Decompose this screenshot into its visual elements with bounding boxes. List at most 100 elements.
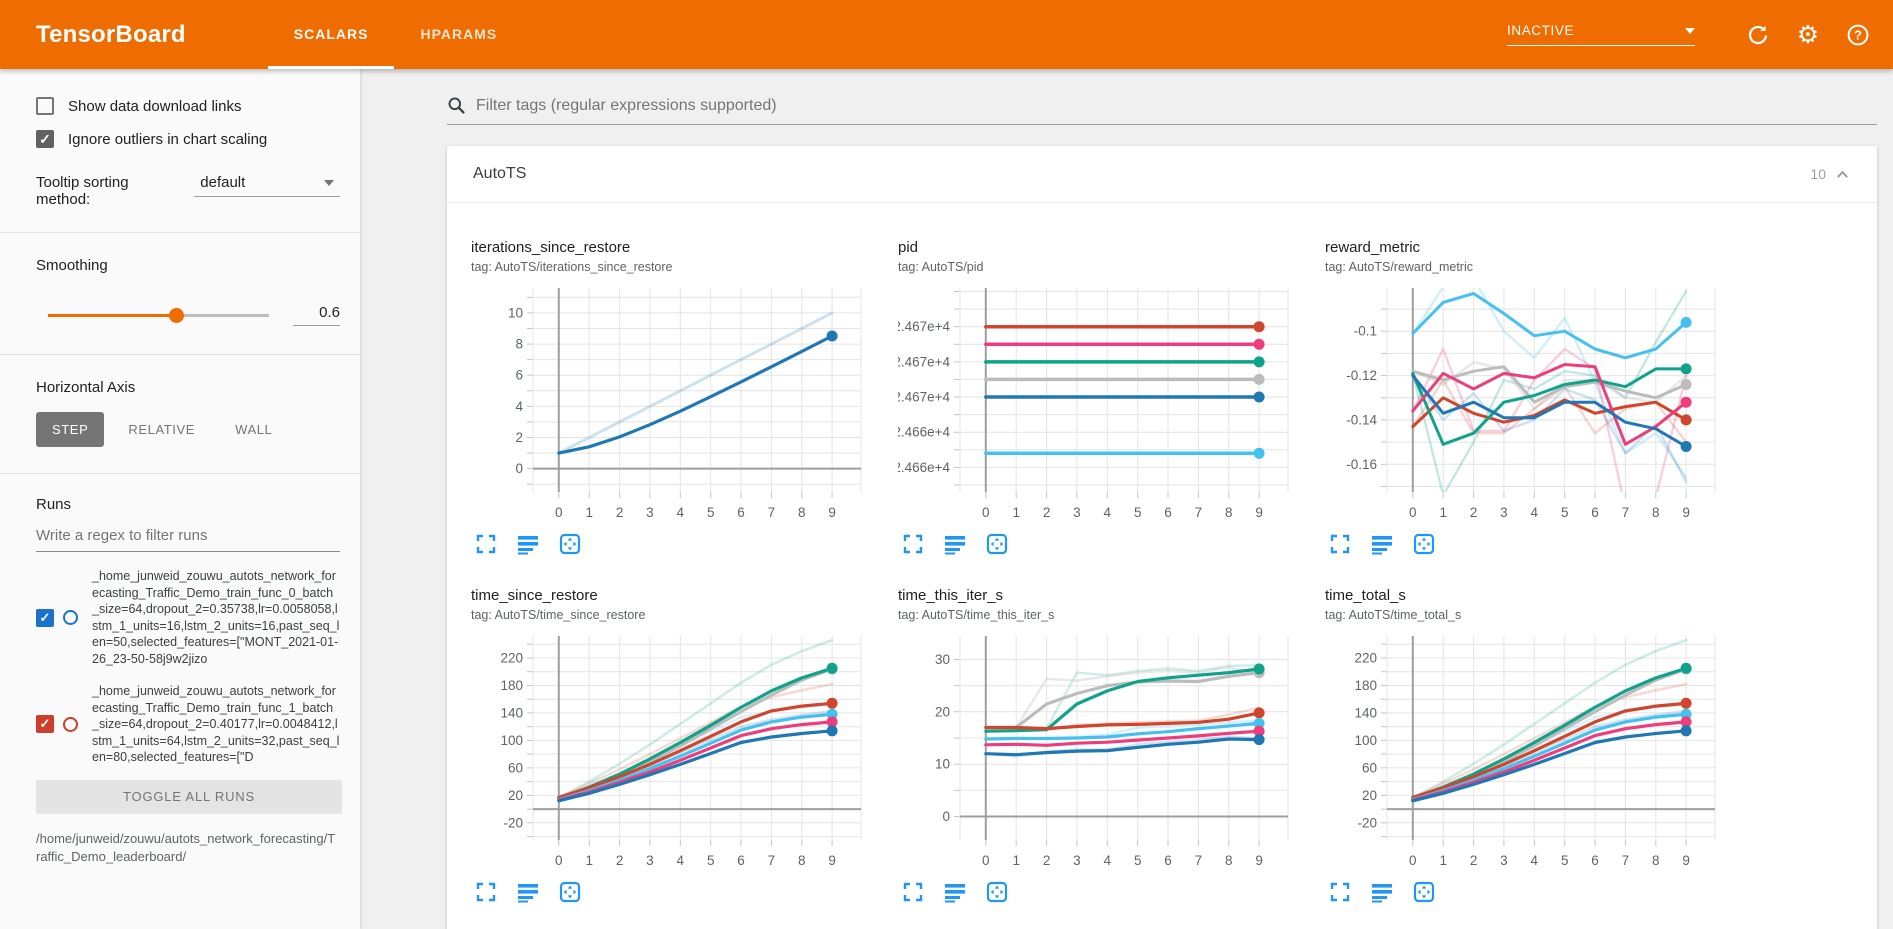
chart-canvas[interactable]: 0 1 2 3 4 5 6 7 8 9 2.467e+4 2.467e+4 2.467e+4 2.466e…	[893, 282, 1300, 531]
svg-text:30: 30	[935, 652, 950, 667]
nav-tabs: SCALARS HPARAMS	[268, 0, 523, 69]
section-header[interactable]: AutoTS 10	[447, 146, 1877, 203]
section-title: AutoTS	[473, 165, 527, 182]
chart-canvas[interactable]: 0 1 2 3 4 5 6 7 8 9 220 180 140 100 60 20 -20	[471, 630, 873, 879]
svg-text:6: 6	[1591, 505, 1599, 520]
ignore-outliers-checkbox-row[interactable]: Ignore outliers in chart scaling	[36, 130, 340, 148]
data-rows-icon	[518, 536, 538, 555]
svg-text:7: 7	[1622, 853, 1630, 868]
svg-text:-0.16: -0.16	[1346, 457, 1377, 472]
data-table-button[interactable]	[517, 881, 539, 903]
run-radio[interactable]	[63, 610, 78, 625]
svg-text:-0.1: -0.1	[1354, 324, 1377, 339]
section-collapse-control[interactable]: 10	[1810, 166, 1851, 183]
help-button[interactable]: ?	[1845, 22, 1871, 48]
smoothing-value-field[interactable]: 0.6	[293, 304, 340, 326]
svg-text:3: 3	[1073, 505, 1081, 520]
svg-text:1: 1	[1012, 505, 1020, 520]
fit-domain-button[interactable]	[1413, 533, 1435, 555]
smoothing-slider-thumb[interactable]	[169, 308, 185, 323]
chart-canvas[interactable]: 0 1 2 3 4 5 6 7 8 9 -0.1 -0.12 -0.14 -0.16	[1325, 282, 1727, 531]
svg-text:8: 8	[798, 853, 806, 868]
svg-text:0: 0	[555, 505, 563, 520]
fit-to-data-icon	[986, 533, 1008, 555]
svg-text:9: 9	[1682, 853, 1690, 868]
chart-tag: tag: AutoTS/time_since_restore	[471, 608, 646, 622]
filter-tags-placeholder: Filter tags (regular expressions support…	[476, 96, 777, 114]
svg-text:8: 8	[1652, 505, 1660, 520]
checkbox-icon[interactable]	[36, 130, 54, 148]
toggle-all-runs-button[interactable]: TOGGLE ALL RUNS	[36, 779, 342, 814]
chart-title: time_this_iter_s	[898, 587, 1004, 604]
expand-chart-button[interactable]	[475, 881, 497, 903]
data-table-button[interactable]	[517, 533, 539, 555]
fit-domain-button[interactable]	[1413, 881, 1435, 903]
tooltip-sorting-value: default	[200, 174, 246, 191]
svg-text:7: 7	[1195, 853, 1203, 868]
runs-filter-input[interactable]: Write a regex to filter runs	[36, 527, 340, 552]
fit-domain-button[interactable]	[986, 881, 1008, 903]
show-download-links-checkbox-row[interactable]: Show data download links	[36, 97, 340, 115]
checkbox-icon[interactable]	[36, 97, 54, 115]
svg-text:0: 0	[1409, 853, 1417, 868]
run-name: _home_junweid_zouwu_autots_network_forec…	[92, 569, 340, 666]
svg-text:20: 20	[508, 788, 523, 803]
settings-button[interactable]: ⚙	[1795, 22, 1821, 48]
svg-text:0: 0	[942, 809, 950, 824]
expand-chart-button[interactable]	[475, 533, 497, 555]
svg-text:2: 2	[616, 853, 624, 868]
tooltip-sorting-row: Tooltip sorting method: default	[36, 174, 340, 208]
expand-chart-button[interactable]	[1329, 881, 1351, 903]
log-directory-path: /home/junweid/zouwu/autots_network_forec…	[36, 830, 336, 864]
data-table-button[interactable]	[1371, 881, 1393, 903]
axis-option-wall[interactable]: WALL	[235, 422, 273, 437]
settings-sidebar: Show data download links Ignore outliers…	[0, 69, 360, 929]
chart-canvas[interactable]: 0 1 2 3 4 5 6 7 8 9 220 180 140 100 60 20 -20	[1325, 630, 1727, 879]
svg-text:2.467e+4: 2.467e+4	[898, 354, 950, 369]
svg-text:8: 8	[1652, 853, 1660, 868]
filter-tags-input[interactable]: Filter tags (regular expressions support…	[447, 96, 1877, 125]
data-table-button[interactable]	[944, 533, 966, 555]
runs-label: Runs	[36, 496, 72, 513]
smoothing-slider[interactable]	[48, 308, 270, 323]
chart-canvas[interactable]: 0 1 2 3 4 5 6 7 8 9 0 2 4 6 8 10	[471, 282, 873, 531]
gear-icon: ⚙	[1796, 20, 1820, 49]
expand-chart-button[interactable]	[902, 533, 924, 555]
chart-tile-iterations-since-restore: iterations_since_restore tag: AutoTS/ite…	[471, 239, 873, 555]
svg-text:5: 5	[707, 853, 715, 868]
svg-text:5: 5	[707, 505, 715, 520]
svg-text:2.467e+4: 2.467e+4	[898, 319, 950, 334]
horizontal-axis-label: Horizontal Axis	[36, 379, 136, 396]
chart-canvas[interactable]: 0 1 2 3 4 5 6 7 8 9 30 20 10 0	[898, 630, 1300, 879]
svg-text:3: 3	[1500, 505, 1508, 520]
chart-title: time_since_restore	[471, 587, 598, 604]
expand-chart-button[interactable]	[1329, 533, 1351, 555]
chart-title: reward_metric	[1325, 239, 1421, 256]
expand-chart-button[interactable]	[902, 881, 924, 903]
fit-domain-button[interactable]	[986, 533, 1008, 555]
fit-domain-button[interactable]	[559, 881, 581, 903]
tooltip-sorting-select[interactable]: default	[194, 174, 340, 197]
run-radio[interactable]	[63, 716, 78, 732]
reload-button[interactable]	[1745, 22, 1771, 48]
svg-text:4: 4	[515, 399, 523, 414]
svg-text:2: 2	[1043, 853, 1051, 868]
fullscreen-icon	[1330, 534, 1350, 554]
tab-scalars[interactable]: SCALARS	[268, 0, 395, 69]
data-status-select[interactable]: INACTIVE	[1507, 23, 1695, 46]
axis-option-relative[interactable]: RELATIVE	[128, 422, 196, 437]
section-count: 10	[1810, 166, 1826, 182]
svg-text:6: 6	[1164, 505, 1172, 520]
chevron-up-icon	[1837, 170, 1848, 178]
data-table-button[interactable]	[1371, 533, 1393, 555]
tab-hparams[interactable]: HPARAMS	[420, 26, 498, 42]
svg-text:?: ?	[1854, 27, 1862, 42]
svg-text:3: 3	[1500, 853, 1508, 868]
data-table-button[interactable]	[944, 881, 966, 903]
run-checkbox[interactable]	[36, 715, 54, 734]
run-checkbox[interactable]	[36, 608, 54, 627]
fit-domain-button[interactable]	[559, 533, 581, 555]
svg-text:5: 5	[1561, 853, 1569, 868]
axis-option-step[interactable]: STEP	[36, 412, 105, 447]
fit-to-data-icon	[986, 881, 1008, 903]
